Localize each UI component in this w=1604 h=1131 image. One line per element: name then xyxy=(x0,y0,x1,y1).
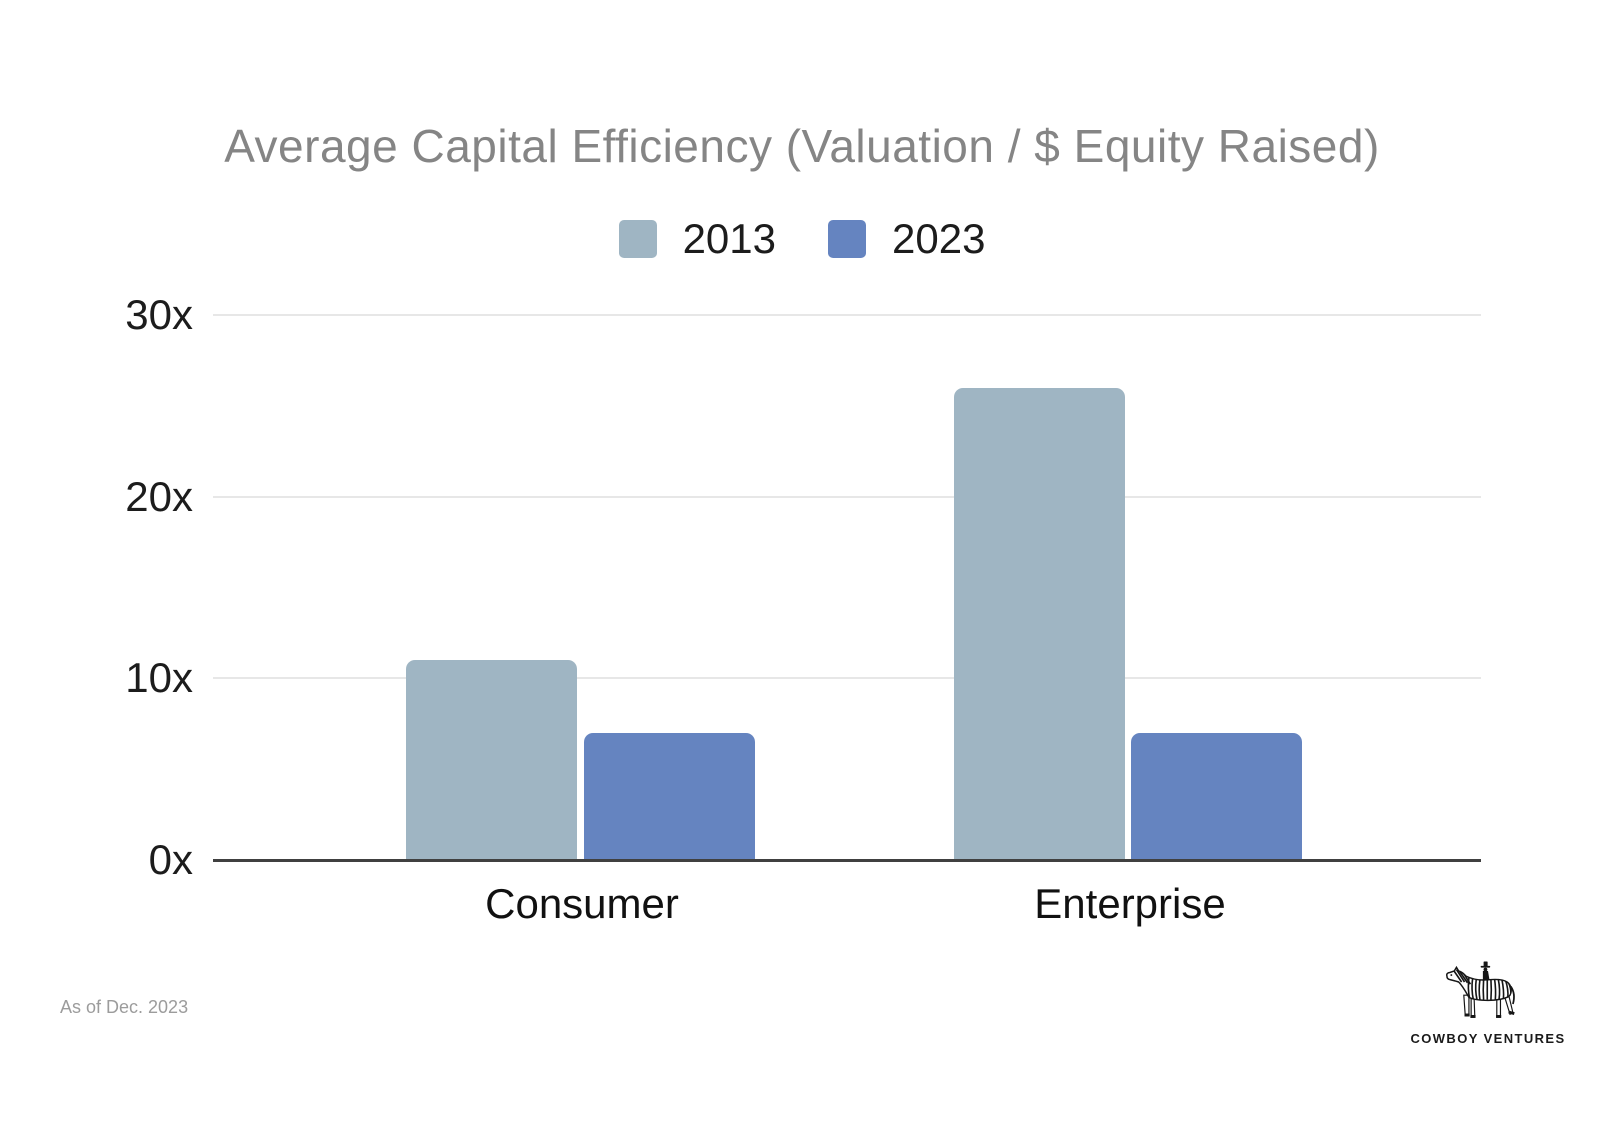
bar-enterprise-2023 xyxy=(1131,732,1302,860)
footnote: As of Dec. 2023 xyxy=(60,997,189,1017)
bar-consumer-2023 xyxy=(584,732,755,860)
x-category-label-consumer: Consumer xyxy=(485,880,679,927)
y-tick-label-20x: 20x xyxy=(125,472,193,520)
chart-title: Average Capital Efficiency (Valuation / … xyxy=(224,120,1380,172)
legend-swatch-2023 xyxy=(828,220,866,258)
legend-swatch-2013 xyxy=(618,220,657,258)
logo-text: COWBOY VENTURES xyxy=(1410,1031,1566,1046)
cowboy-ventures-logo: COWBOY VENTURES xyxy=(1410,960,1564,1045)
bar-consumer-2013 xyxy=(406,660,577,860)
legend-item-2023: 2023 xyxy=(828,218,985,260)
y-tick-label-30x: 30x xyxy=(125,291,193,338)
legend-label-2023: 2023 xyxy=(892,215,986,262)
y-tick-label-0x: 0x xyxy=(148,836,193,883)
legend-label-2013: 2013 xyxy=(682,215,776,262)
gridline-10x xyxy=(213,677,1481,680)
legend: 2013 2023 xyxy=(0,218,1604,260)
gridline-30x xyxy=(213,314,1481,316)
x-axis-line xyxy=(213,859,1481,862)
bar-enterprise-2013 xyxy=(954,387,1125,860)
gridline-20x xyxy=(213,495,1481,498)
zebra-with-cowboy-rider-icon xyxy=(1446,961,1515,1018)
legend-item-2013: 2013 xyxy=(618,215,776,262)
x-category-label-enterprise: Enterprise xyxy=(1034,880,1226,927)
y-tick-label-10x: 10x xyxy=(125,654,193,702)
